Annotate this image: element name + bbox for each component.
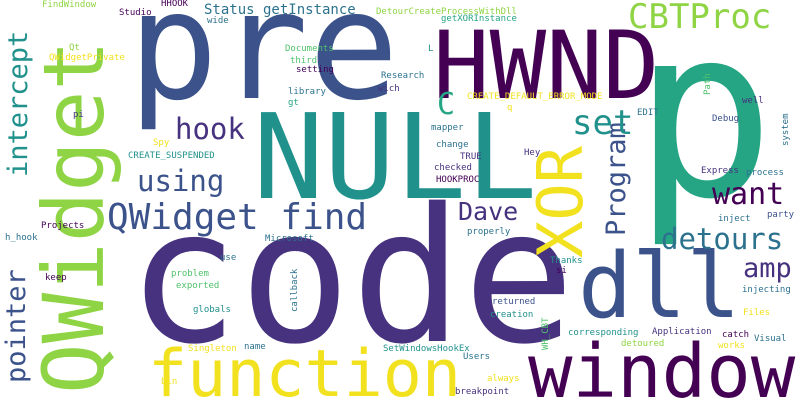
- word-microsoft: Microsoft: [265, 234, 314, 244]
- word-documents: Documents: [285, 44, 334, 54]
- word-problem: problem: [171, 269, 209, 279]
- word-using: using: [137, 164, 225, 198]
- word-intercept: intercept: [3, 30, 34, 177]
- word-files: Files: [743, 308, 771, 318]
- word-bin: bin: [161, 377, 178, 387]
- word-users: Users: [463, 352, 491, 362]
- word-returned: returned: [492, 297, 536, 307]
- word-create-suspended: CREATE_SUSPENDED: [128, 151, 215, 161]
- word-thanks: Thanks: [550, 256, 583, 266]
- word-qt: Qt: [69, 43, 80, 53]
- word-code: code: [127, 168, 575, 385]
- word-system: system: [781, 113, 791, 146]
- word-pre: pre: [128, 0, 399, 134]
- word-checked: checked: [434, 163, 472, 173]
- word-application: Application: [652, 327, 712, 337]
- word-p: p: [633, 0, 776, 251]
- word-create-default-error-mode: CREATE_DEFAULT_ERROR_MODE: [467, 92, 603, 102]
- word-edit: EDIT: [637, 108, 659, 118]
- word-injecting: injecting: [742, 285, 791, 295]
- word-hook: hook: [175, 112, 245, 146]
- word-properly: properly: [467, 227, 511, 237]
- word-dll: dll: [578, 234, 741, 339]
- word-party: party: [767, 210, 795, 220]
- word-q: q: [507, 103, 513, 113]
- word-c: C: [437, 87, 456, 122]
- word-library: library: [288, 87, 326, 97]
- word-hey: Hey: [524, 148, 541, 158]
- word-research: Research: [381, 71, 425, 81]
- word-h-hook: h_hook: [5, 233, 38, 243]
- word-amp: amp: [743, 253, 792, 284]
- word-l: L: [428, 44, 434, 54]
- word-setwindowshookex: SetWindowsHookEx: [383, 344, 470, 354]
- word-corresponding: corresponding: [568, 328, 639, 338]
- word-well: well: [742, 96, 764, 106]
- word-window: window: [528, 329, 796, 400]
- word-qwidget-find: QWidget find: [107, 197, 368, 238]
- word-findwindow: FindWindow: [42, 0, 97, 10]
- word-qwidgetprivate: QWidgetPrivate: [49, 53, 125, 63]
- word-always: always: [487, 374, 520, 384]
- word-dave: Dave: [458, 197, 519, 226]
- word-debug: Debug: [712, 114, 740, 124]
- word-si: si: [556, 266, 567, 276]
- word-keep: keep: [45, 273, 67, 283]
- word-status-getinstance: Status getInstance: [204, 2, 356, 18]
- word-use: use: [220, 253, 237, 263]
- word-true: TRUE: [460, 152, 482, 162]
- word-pointer: pointer: [1, 269, 32, 383]
- word-set: set: [572, 103, 634, 143]
- word-xor: XOR: [524, 146, 597, 258]
- word-globals: globals: [193, 305, 231, 315]
- word-studio: Studio: [119, 8, 152, 18]
- word-wich: wich: [378, 84, 400, 94]
- word-want: want: [712, 177, 785, 212]
- word-detours: detours: [661, 222, 784, 256]
- word-detourcreateprocesswithdll: DetourCreateProcessWithDll: [376, 7, 517, 17]
- word-detoured: detoured: [621, 339, 665, 349]
- word-callback: callback: [290, 268, 300, 312]
- word-works: works: [718, 341, 746, 351]
- word-function: function: [148, 337, 462, 400]
- word-third: third: [290, 56, 318, 66]
- word-getxorinstance: getXORInstance: [441, 14, 517, 24]
- word-hookproc: HOOKPROC: [436, 175, 480, 185]
- word-null: NULL: [253, 88, 538, 226]
- word-hwnd: HWND: [433, 12, 660, 121]
- word-wh-cbt: WH_CBT: [541, 317, 551, 350]
- word-spy: Spy: [153, 138, 170, 148]
- word-breakpoint: breakpoint: [455, 387, 510, 397]
- word-change: change: [436, 140, 469, 150]
- word-express: Express: [701, 166, 739, 176]
- word-cbtproc: CBTProc: [628, 0, 772, 37]
- word-projects: Projects: [41, 221, 85, 231]
- word-creation: creation: [490, 310, 534, 320]
- word-hhook: HHOOK: [161, 0, 189, 9]
- word-inject: inject: [718, 214, 751, 224]
- word-path: Path: [703, 73, 713, 95]
- word-mapper: mapper: [431, 123, 464, 133]
- word-exported: exported: [176, 281, 220, 291]
- word-pi: pi: [73, 110, 84, 120]
- word-catch: catch: [722, 330, 750, 340]
- word-qwidget: QWidget: [25, 39, 123, 394]
- word-name: name: [244, 342, 266, 352]
- word-wide: wide: [207, 16, 229, 26]
- word-process: process: [746, 168, 784, 178]
- word-singleton: Singleton: [188, 344, 237, 354]
- word-visual: Visual: [754, 334, 787, 344]
- word-setting: setting: [296, 65, 334, 75]
- word-gt: gt: [288, 98, 299, 108]
